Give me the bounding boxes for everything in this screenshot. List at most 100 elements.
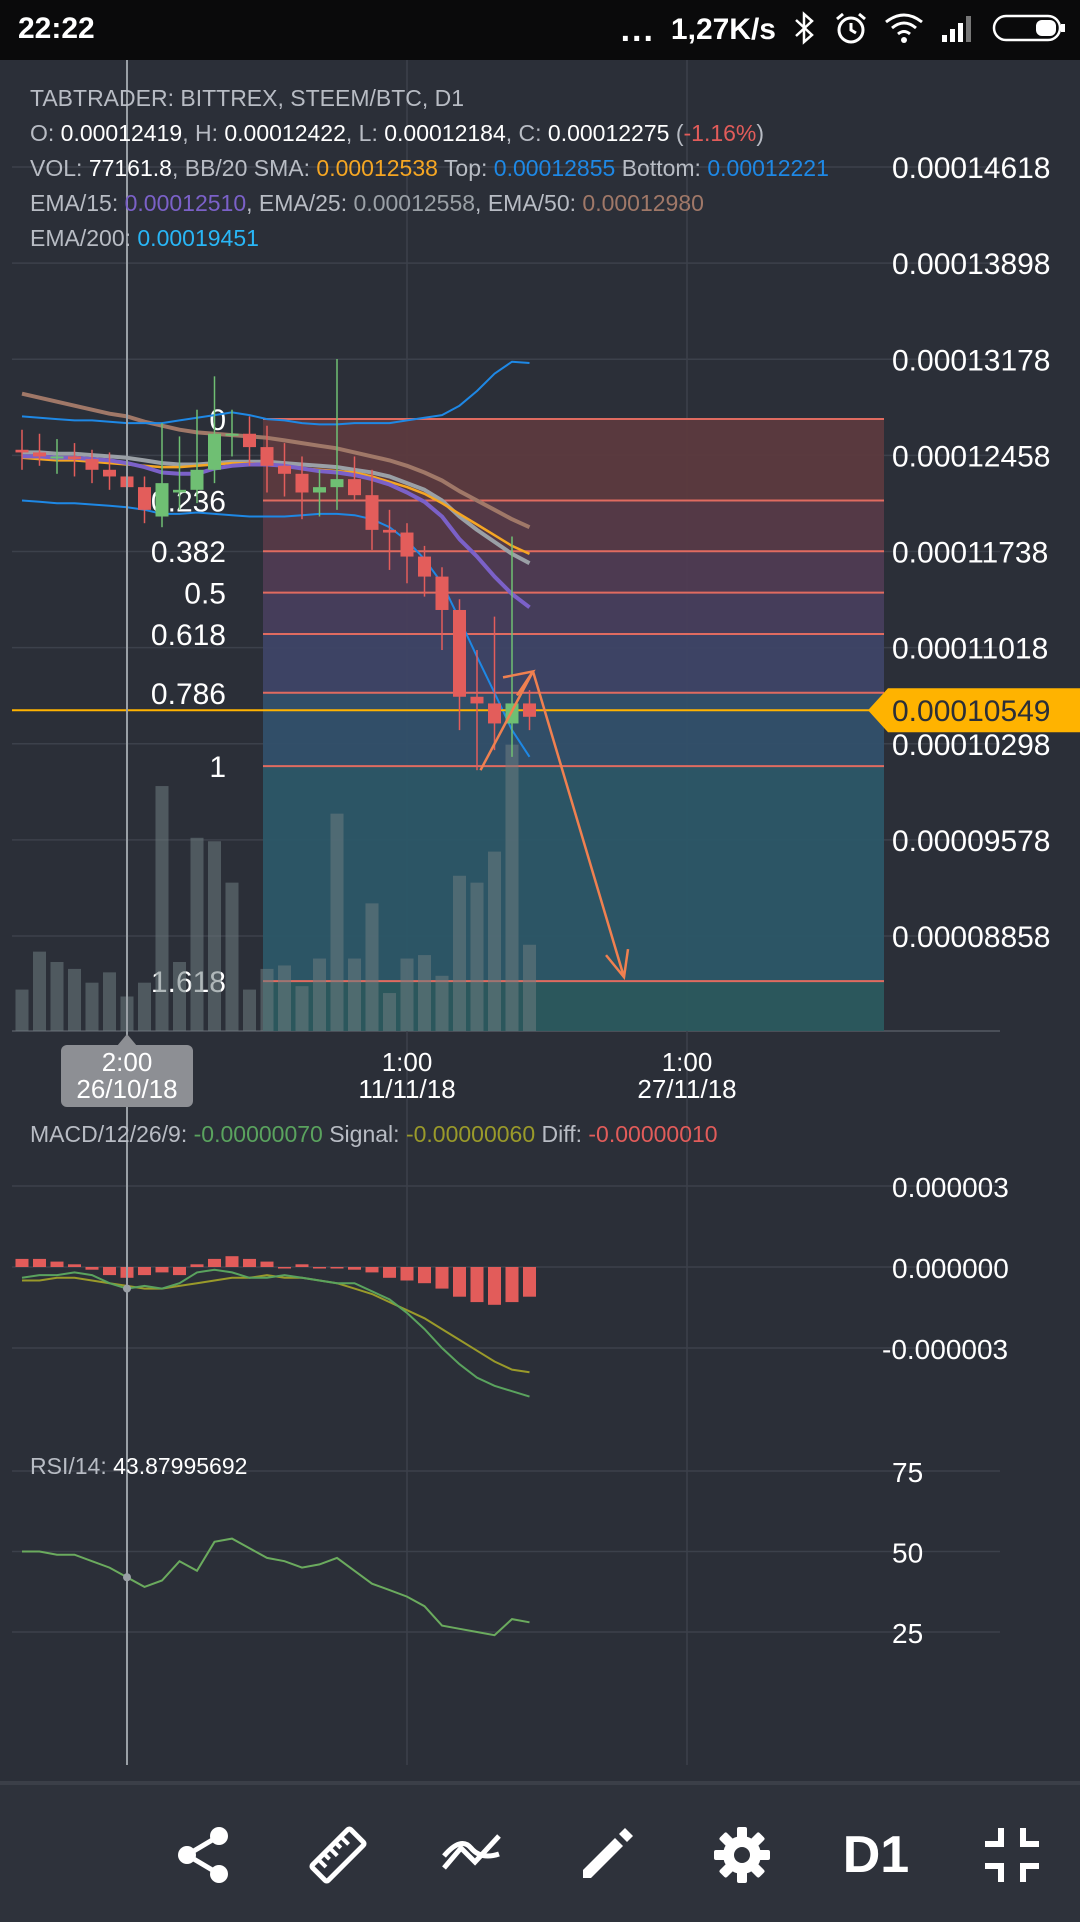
- price-axis-label: 0.00009578: [892, 825, 1051, 858]
- volume-bar: [243, 989, 256, 1031]
- price-axis-label: 0.00010298: [892, 729, 1051, 762]
- draw-button[interactable]: [556, 1805, 656, 1905]
- macd-histogram-bar: [190, 1264, 204, 1267]
- readout-value: 0.00019451: [137, 225, 259, 251]
- rsi-axis-label: 25: [892, 1618, 923, 1649]
- chart-area[interactable]: 0.00014618 0.00013898 0.00013178 0.00012458…: [0, 40, 1080, 1783]
- ohlc-readout: O: 0.00012419, H: 0.00012422, L: 0.00012…: [30, 120, 764, 146]
- macd-histogram-bar: [103, 1267, 116, 1276]
- readout-label: H:: [195, 120, 224, 146]
- fullscreen-exit-icon: [985, 1828, 1039, 1882]
- readout-value: 0.00012510: [125, 190, 247, 216]
- volume-bar: [348, 958, 361, 1031]
- drawing-annotations[interactable]: [479, 669, 630, 981]
- macd-histogram-bar: [365, 1267, 379, 1273]
- candle-body: [243, 433, 256, 448]
- macd-histogram-bar: [68, 1264, 81, 1267]
- volume-bar: [505, 744, 519, 1031]
- bottom-toolbar: D1: [0, 1783, 1080, 1922]
- readout-label: BB/20 SMA:: [185, 155, 317, 181]
- time-axis-date: 27/11/18: [637, 1074, 736, 1104]
- battery-icon: [992, 13, 1068, 48]
- timeframe-button[interactable]: D1: [826, 1805, 926, 1905]
- macd-line: [21, 1268, 530, 1398]
- fib-zone: [263, 500, 884, 552]
- volume-bar: [33, 951, 46, 1031]
- fib-level-label: 0.618: [151, 619, 226, 652]
- readout-value: 0.00012419: [61, 120, 183, 146]
- macd-histogram-bar: [208, 1258, 221, 1267]
- fib-zone: [263, 592, 884, 635]
- volume-bar: [15, 989, 29, 1031]
- price-axis-label: 0.00012458: [892, 440, 1051, 473]
- readout-value: 0.00012275: [548, 120, 670, 146]
- candle-body: [313, 487, 326, 493]
- share-button[interactable]: [154, 1805, 254, 1905]
- macd-panel: [15, 1256, 536, 1398]
- candle-body: [103, 469, 116, 477]
- macd-histogram-bar: [418, 1267, 431, 1284]
- readout-separator: (: [669, 120, 683, 146]
- crosshair-date: 26/10/18: [76, 1074, 177, 1104]
- fib-level-label: 0.786: [151, 678, 226, 711]
- chart-title: TABTRADER: BITTREX, STEEM/BTC, D1: [30, 85, 464, 111]
- candlesticks: [15, 358, 536, 771]
- readout-label: C:: [519, 120, 548, 146]
- macd-histogram-bar: [505, 1267, 519, 1303]
- current-price-label: 0.00010549: [892, 695, 1051, 728]
- candle-body: [68, 456, 81, 460]
- volume-bar: [190, 837, 204, 1031]
- price-axis-label: 0.00013898: [892, 248, 1051, 281]
- readout-value: 0.00012558: [354, 190, 476, 216]
- candle-body: [15, 449, 29, 453]
- volume-bar: [313, 958, 326, 1031]
- volume-bar: [400, 958, 414, 1031]
- candle-body: [365, 495, 379, 530]
- ema200-readout: EMA/200: 0.00019451: [30, 225, 259, 251]
- trend-line: [479, 670, 535, 771]
- crosshair-time: 2:00: [102, 1047, 153, 1077]
- ema25-line: [22, 450, 531, 565]
- indicators-icon: [442, 1834, 501, 1870]
- macd-histogram-bar: [33, 1258, 46, 1267]
- indicators-button[interactable]: [422, 1805, 522, 1905]
- price-axis-label: 0.00013178: [892, 344, 1051, 377]
- macd-histogram-bar: [243, 1258, 256, 1267]
- ruler-button[interactable]: [288, 1805, 388, 1905]
- macd-histogram-bar: [260, 1261, 274, 1267]
- bluetooth-icon: [792, 10, 818, 50]
- indicator-lines: 0.00010549: [12, 360, 1080, 758]
- candle-body: [400, 532, 414, 557]
- price-axis-label: 0.00011018: [892, 633, 1048, 666]
- candle-body: [330, 479, 344, 488]
- fib-zone: [263, 766, 884, 982]
- exit-fullscreen-button[interactable]: [962, 1805, 1062, 1905]
- volume-bar: [523, 944, 536, 1031]
- candle-body: [33, 452, 46, 457]
- candle-body: [470, 696, 484, 704]
- rsi-axis-label: 75: [892, 1457, 923, 1488]
- candle-body: [295, 473, 309, 493]
- macd-histogram-bar: [295, 1264, 309, 1267]
- macd-histogram-bar: [348, 1267, 361, 1270]
- volume-bar: [488, 851, 501, 1031]
- volume-bar: [435, 975, 449, 1031]
- volume-bar: [295, 986, 309, 1031]
- volume-bar: [278, 965, 291, 1031]
- time-axis-label: 1:00: [662, 1047, 713, 1077]
- macd-histogram-bar: [225, 1256, 239, 1267]
- macd-histogram-bar: [435, 1267, 449, 1289]
- price-chart[interactable]: 0.00014618 0.00013898 0.00013178 0.00012458…: [0, 40, 1080, 1783]
- candle-body: [488, 703, 501, 724]
- settings-button[interactable]: [692, 1805, 792, 1905]
- current-price-tag: [868, 688, 1080, 733]
- signal-icon: [940, 13, 976, 48]
- readout-separator: ,: [506, 120, 519, 146]
- candle-body: [173, 489, 186, 493]
- readout-label: VOL:: [30, 155, 89, 181]
- macd-histogram-bar: [85, 1267, 99, 1270]
- fib-level-label: 0.5: [184, 578, 226, 611]
- readout-separator: ,: [246, 190, 259, 216]
- readout-value: 0.00012221: [707, 155, 829, 181]
